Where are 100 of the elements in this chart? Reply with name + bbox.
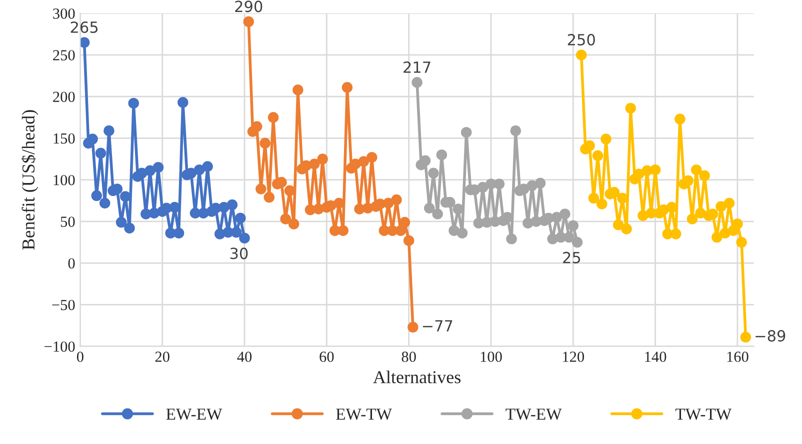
y-tick-label: 300 [53, 8, 75, 19]
point [382, 198, 394, 209]
point [399, 216, 410, 228]
legend-label: TW-EW [506, 408, 562, 420]
point [551, 212, 562, 223]
annotation: 250 [568, 34, 595, 46]
annotation: 265 [70, 21, 98, 33]
point [572, 236, 583, 248]
point [510, 125, 522, 136]
annotation: −77 [422, 320, 452, 332]
point [338, 225, 348, 236]
point [596, 198, 608, 210]
y-tick-label: 100 [54, 174, 75, 186]
point [230, 226, 242, 238]
point [91, 190, 102, 202]
point [264, 192, 275, 203]
point [494, 178, 505, 190]
point [80, 37, 90, 48]
y-tick-label: 150 [54, 133, 75, 144]
point [477, 182, 488, 193]
point [432, 208, 443, 220]
y-tick-label: −50 [52, 300, 75, 310]
point [576, 50, 587, 60]
point [690, 164, 702, 176]
y-axis-title: Benefit (US$/head) [21, 110, 38, 250]
point [588, 192, 600, 204]
point [638, 210, 648, 221]
x-axis-title: Alternatives [373, 370, 461, 384]
x-tick-label: 0 [76, 352, 84, 362]
point [317, 154, 328, 164]
point [436, 149, 448, 160]
x-tick-label: 140 [645, 352, 666, 362]
y-tick-label: 50 [60, 216, 75, 227]
point [502, 212, 513, 223]
point [625, 102, 636, 114]
point [408, 322, 418, 333]
point [124, 222, 135, 234]
point [202, 161, 213, 172]
point [284, 185, 296, 196]
point [650, 164, 661, 176]
point [695, 208, 706, 218]
point [235, 212, 246, 224]
point [178, 97, 188, 108]
point [712, 232, 722, 243]
legend-label: EW-EW [166, 408, 222, 420]
point [534, 178, 546, 189]
point [424, 202, 435, 214]
annotation: −89 [756, 330, 786, 342]
point [292, 84, 304, 96]
point [173, 228, 184, 238]
point [686, 214, 698, 224]
point [120, 191, 131, 202]
point [268, 112, 279, 123]
point [239, 232, 250, 244]
point [218, 202, 230, 213]
point [144, 165, 156, 176]
point [674, 114, 686, 124]
point [448, 225, 460, 236]
point [732, 218, 743, 230]
x-tick-label: 160 [727, 352, 748, 362]
point [617, 192, 628, 204]
point [460, 126, 472, 138]
annotation: 30 [230, 248, 248, 260]
point [288, 218, 300, 230]
point [358, 156, 370, 167]
point [334, 198, 344, 209]
point [391, 194, 402, 206]
point [366, 152, 378, 163]
point [456, 228, 468, 238]
point [526, 180, 538, 192]
point [621, 224, 632, 234]
x-tick-label: 40 [237, 352, 252, 362]
x-tick-label: 100 [480, 352, 502, 362]
point [452, 204, 464, 214]
point [740, 332, 752, 343]
point [256, 184, 266, 194]
point [280, 214, 291, 224]
point [243, 16, 254, 28]
point [308, 158, 320, 170]
annotation: 217 [404, 61, 430, 73]
x-tick-label: 120 [563, 352, 584, 362]
point [699, 170, 710, 182]
point [670, 228, 682, 240]
x-tick-label: 20 [155, 352, 170, 362]
y-tick-label: 250 [53, 50, 75, 60]
point [560, 208, 570, 220]
point [260, 138, 270, 149]
point [403, 235, 414, 246]
point [104, 125, 114, 136]
legend-label: TW-TW [675, 408, 732, 420]
point [592, 150, 604, 162]
point [736, 236, 747, 248]
point [412, 77, 422, 88]
y-tick-label: 0 [68, 258, 75, 269]
annotation: 25 [563, 252, 580, 264]
point [95, 148, 106, 159]
point [612, 219, 624, 230]
point [428, 168, 439, 179]
point [568, 220, 579, 231]
legend-label: EW-TW [336, 408, 392, 420]
